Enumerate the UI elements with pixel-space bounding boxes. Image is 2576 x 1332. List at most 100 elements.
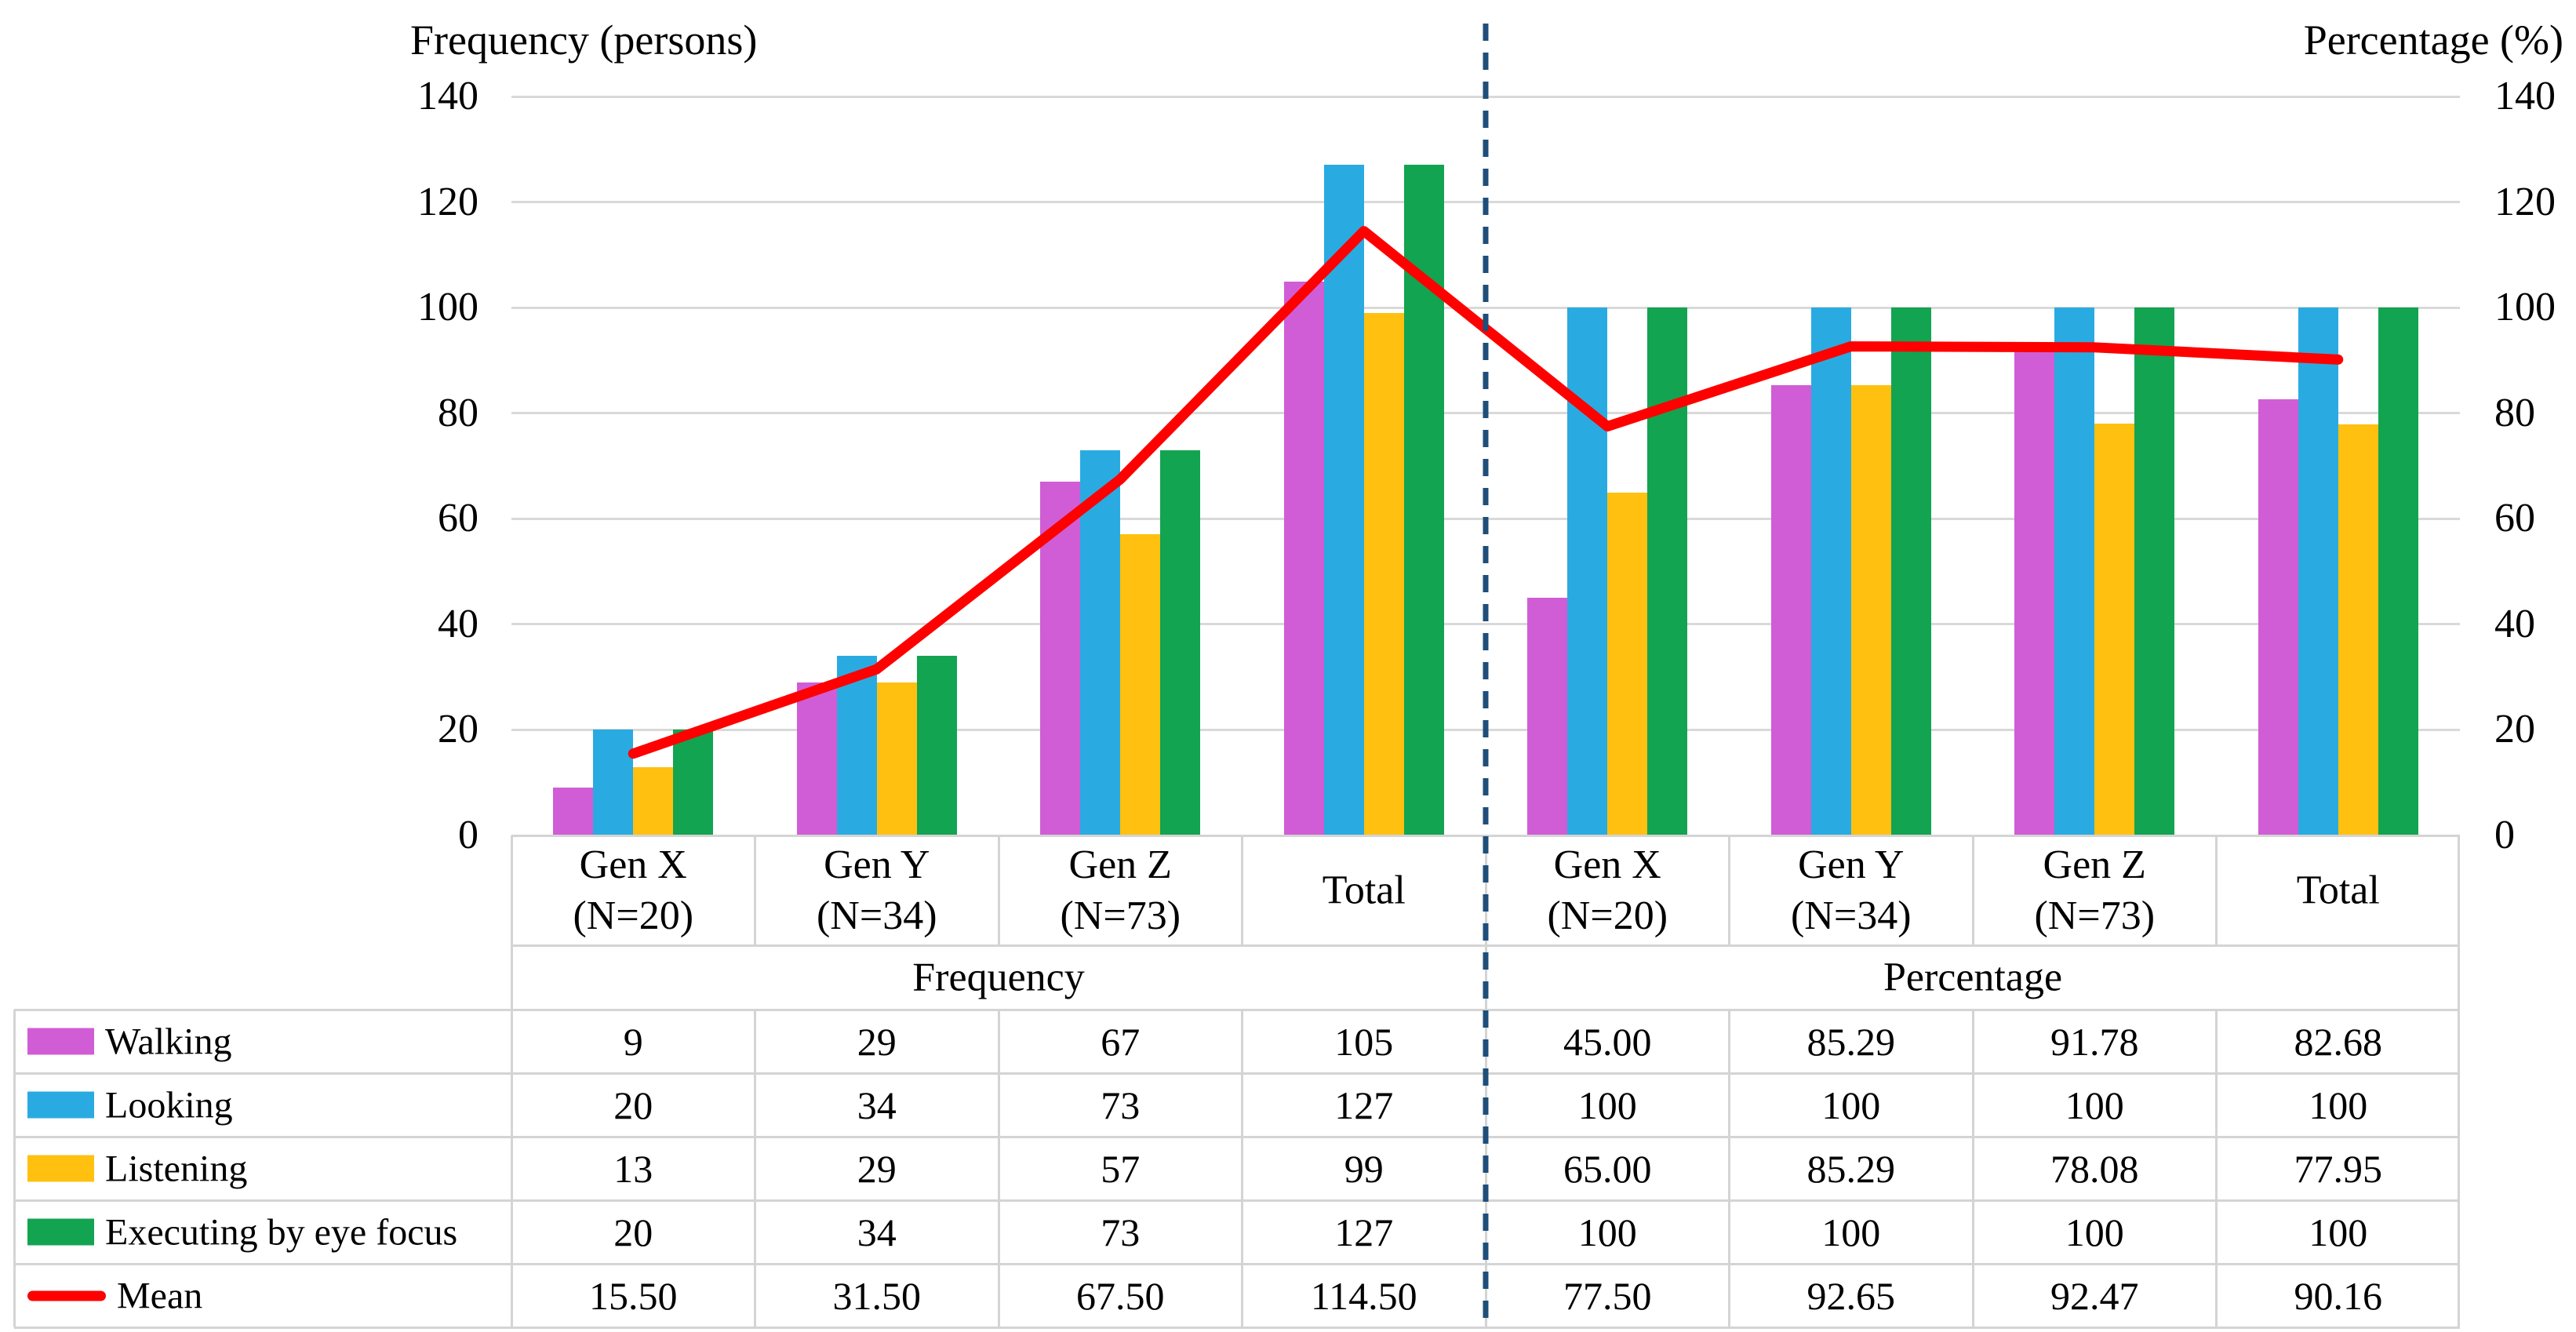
table-value-cell: 85.29 bbox=[1806, 1146, 1896, 1191]
table-vertical-line bbox=[754, 835, 756, 945]
table-value-cell: 31.50 bbox=[832, 1273, 922, 1318]
right-axis-title: Percentage (%) bbox=[2303, 16, 2563, 64]
legend-color-swatch bbox=[27, 1028, 94, 1055]
table-value-cell: 73 bbox=[1101, 1083, 1141, 1127]
table-value-cell: 100 bbox=[2065, 1083, 2124, 1127]
legend-item: Executing by eye focus bbox=[27, 1210, 457, 1254]
right-axis-tick-label: 80 bbox=[2494, 390, 2535, 435]
bar-executing-by-eye-focus bbox=[2378, 308, 2418, 835]
legend-item: Walking bbox=[27, 1020, 231, 1063]
category-header-line: (N=20) bbox=[573, 893, 694, 938]
left-axis-tick-label: 120 bbox=[417, 179, 478, 224]
category-header-line: (N=73) bbox=[1060, 893, 1181, 938]
bar-executing-by-eye-focus bbox=[1647, 308, 1688, 835]
category-header: Gen Y (N=34) bbox=[1791, 839, 1912, 941]
bar-walking bbox=[1770, 385, 1811, 835]
bar-listening bbox=[2094, 423, 2135, 835]
table-value-cell: 100 bbox=[1577, 1210, 1637, 1254]
table-horizontal-line bbox=[511, 944, 2460, 947]
section-header: Frequency bbox=[912, 955, 1085, 1000]
bar-looking bbox=[2054, 308, 2095, 835]
table-value-cell: 100 bbox=[1821, 1210, 1881, 1254]
table-vertical-line bbox=[754, 1010, 756, 1327]
table-value-cell: 90.16 bbox=[2294, 1273, 2383, 1318]
category-header-line: Total bbox=[1322, 868, 1406, 913]
legend-mean-line-swatch bbox=[27, 1290, 106, 1301]
bar-listening bbox=[633, 766, 674, 835]
table-value-cell: 73 bbox=[1101, 1210, 1141, 1254]
legend-color-swatch bbox=[27, 1155, 94, 1182]
table-value-cell: 9 bbox=[623, 1019, 643, 1064]
right-axis-tick-label: 20 bbox=[2494, 707, 2535, 752]
category-header-line: (N=20) bbox=[1547, 893, 1668, 938]
right-axis-tick-label: 0 bbox=[2494, 813, 2515, 857]
right-axis-tick-label: 100 bbox=[2494, 285, 2556, 330]
legend-color-swatch bbox=[27, 1091, 94, 1119]
bar-executing-by-eye-focus bbox=[2134, 308, 2175, 835]
bar-executing-by-eye-focus bbox=[1160, 449, 1201, 835]
category-header-line: Gen X bbox=[579, 843, 687, 887]
left-axis-tick-label: 140 bbox=[417, 74, 478, 118]
legend-label: Executing by eye focus bbox=[105, 1211, 458, 1253]
bar-listening bbox=[2338, 424, 2378, 835]
category-header-line: (N=34) bbox=[1790, 893, 1912, 938]
table-value-cell: 100 bbox=[2309, 1083, 2368, 1127]
left-axis-tick-label: 100 bbox=[417, 285, 478, 330]
table-value-cell: 57 bbox=[1101, 1146, 1141, 1191]
bar-walking bbox=[553, 788, 594, 835]
category-header-line: (N=34) bbox=[816, 893, 937, 938]
category-header: Total bbox=[2297, 865, 2380, 916]
bar-looking bbox=[593, 730, 634, 835]
category-header: Gen Y (N=34) bbox=[817, 839, 937, 941]
legend-label: Mean bbox=[117, 1275, 203, 1316]
bar-listening bbox=[1120, 534, 1161, 835]
left-axis-tick-label: 80 bbox=[438, 390, 478, 435]
legend-item: Listening bbox=[27, 1147, 247, 1190]
right-axis-tick-label: 60 bbox=[2494, 496, 2535, 541]
table-vertical-line bbox=[1241, 1010, 1243, 1327]
table-value-cell: 100 bbox=[1821, 1083, 1881, 1127]
bar-walking bbox=[796, 682, 837, 835]
table-horizontal-line bbox=[511, 834, 2460, 837]
table-value-cell: 92.65 bbox=[1806, 1273, 1896, 1318]
bar-walking bbox=[1283, 281, 1324, 835]
section-header: Percentage bbox=[1883, 955, 2063, 1000]
table-horizontal-line bbox=[14, 1072, 2460, 1075]
legend-item: Looking bbox=[27, 1083, 233, 1126]
table-horizontal-line bbox=[14, 1135, 2460, 1138]
table-value-cell: 100 bbox=[1577, 1083, 1637, 1127]
bar-listening bbox=[876, 682, 917, 835]
category-header-line: Gen Y bbox=[1798, 843, 1905, 887]
category-header-line: Gen Y bbox=[824, 843, 930, 887]
table-value-cell: 82.68 bbox=[2294, 1019, 2383, 1064]
table-value-cell: 78.08 bbox=[2050, 1146, 2139, 1191]
table-value-cell: 65.00 bbox=[1563, 1146, 1652, 1191]
table-vertical-line bbox=[13, 1010, 16, 1327]
left-axis-tick-label: 20 bbox=[438, 707, 478, 752]
table-vertical-line bbox=[997, 1010, 1000, 1327]
table-horizontal-line bbox=[14, 1199, 2460, 1202]
left-axis-title: Frequency (persons) bbox=[410, 16, 758, 64]
table-value-cell: 105 bbox=[1334, 1019, 1394, 1064]
left-axis-tick-label: 60 bbox=[438, 496, 478, 541]
legend-label: Listening bbox=[105, 1148, 248, 1189]
bar-executing-by-eye-focus bbox=[916, 656, 957, 835]
bar-listening bbox=[1850, 385, 1891, 835]
table-value-cell: 29 bbox=[857, 1019, 897, 1064]
table-vertical-line bbox=[1971, 835, 1974, 945]
table-vertical-line bbox=[1728, 1010, 1730, 1327]
table-value-cell: 92.47 bbox=[2050, 1273, 2139, 1318]
bar-executing-by-eye-focus bbox=[673, 730, 714, 835]
category-header-line: Gen Z bbox=[2043, 843, 2146, 887]
table-value-cell: 13 bbox=[613, 1146, 653, 1191]
table-value-cell: 77.50 bbox=[1563, 1273, 1652, 1318]
table-horizontal-line bbox=[14, 1326, 2460, 1329]
table-value-cell: 34 bbox=[857, 1210, 897, 1254]
table-vertical-line bbox=[2458, 835, 2460, 1327]
table-value-cell: 127 bbox=[1334, 1210, 1394, 1254]
legend-label: Looking bbox=[105, 1084, 233, 1126]
bar-listening bbox=[1607, 492, 1648, 835]
table-vertical-line bbox=[510, 835, 513, 1327]
table-value-cell: 85.29 bbox=[1806, 1019, 1896, 1064]
